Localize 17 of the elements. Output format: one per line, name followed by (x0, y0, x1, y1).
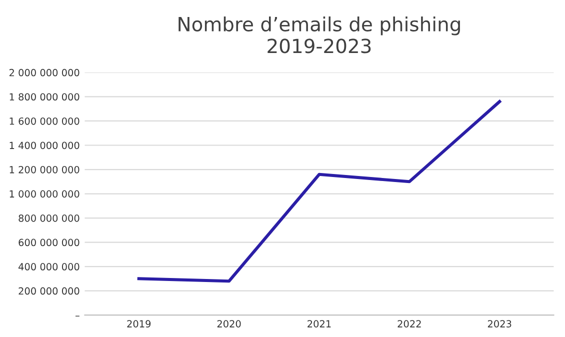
y-tick-label: 1 400 000 000 (10, 142, 80, 150)
x-tick-label: 2020 (217, 320, 241, 328)
y-tick-label: 600 000 000 (18, 238, 80, 246)
y-tick-label: 1 600 000 000 (10, 117, 80, 125)
y-tick-label: 1 800 000 000 (10, 93, 80, 101)
chart-title: Nombre d’emails de phishing 2019-2023 (178, 16, 460, 54)
y-tick-label: 1 200 000 000 (10, 166, 80, 174)
x-tick-label: 2023 (488, 320, 512, 328)
x-tick-label: 2022 (398, 320, 421, 328)
y-tick-label: 800 000 000 (18, 214, 80, 222)
x-tick-label: 2019 (127, 320, 151, 328)
line-series (137, 100, 502, 283)
y-tick-label: 1 000 000 000 (10, 190, 80, 198)
x-tick-label: 2021 (308, 320, 331, 328)
y-tick-label: 2 000 000 000 (9, 68, 80, 76)
y-tick-label: 400 000 000 (18, 263, 80, 270)
y-tick-label: 200 000 000 (18, 287, 80, 295)
